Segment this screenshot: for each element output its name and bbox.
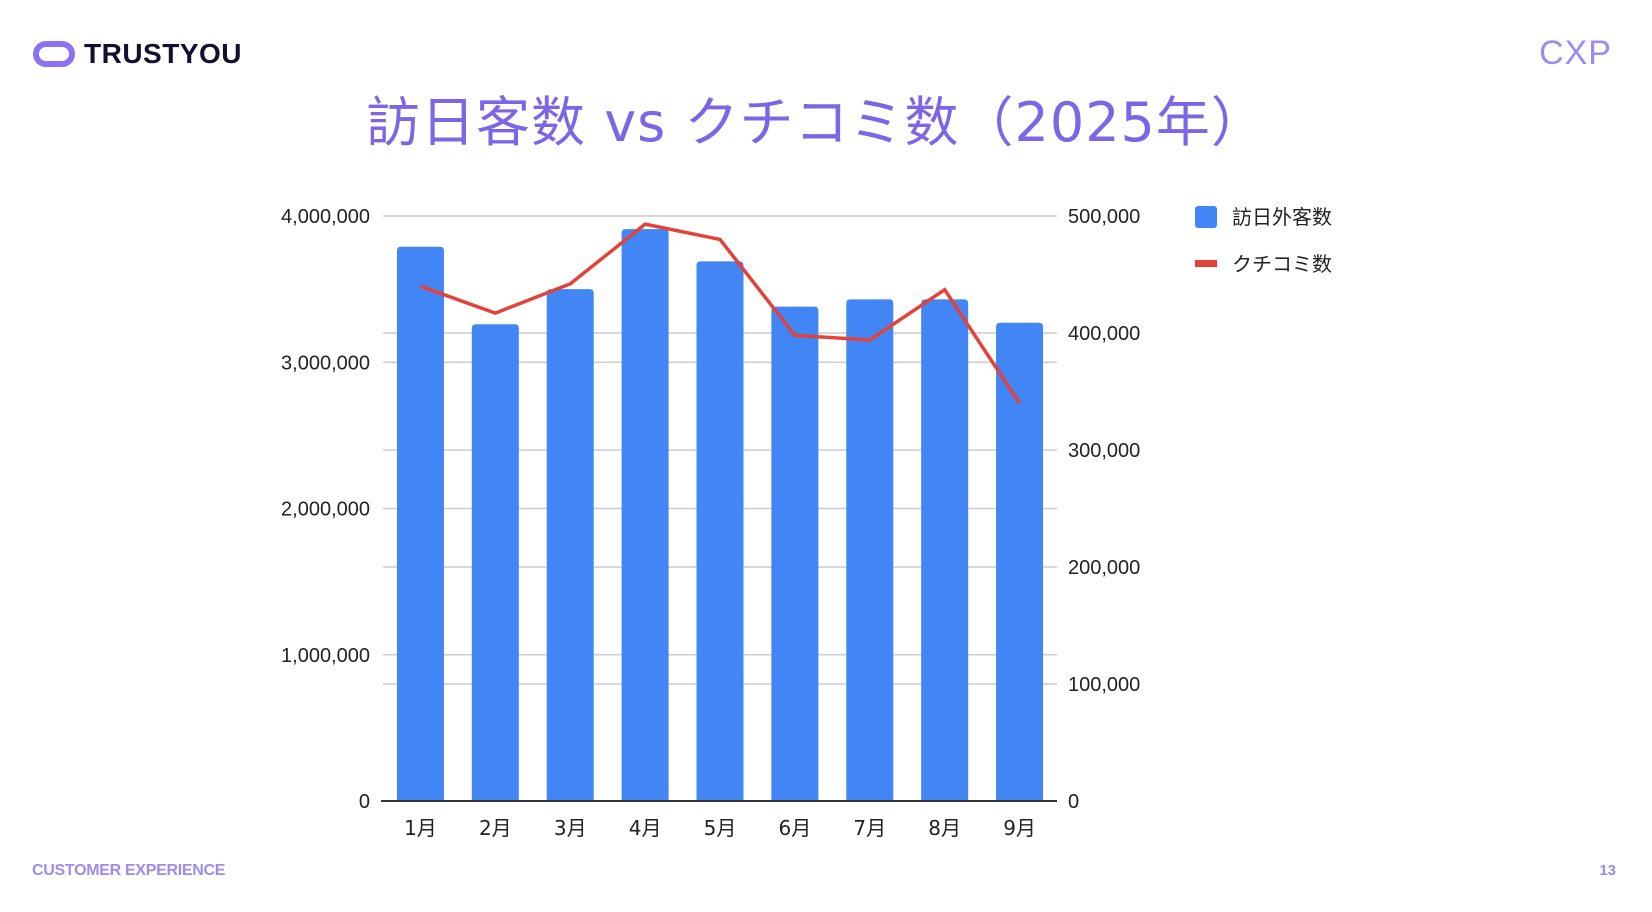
x-tick-label: 4月 [629, 816, 662, 840]
y-left-tick-label: 1,000,000 [281, 645, 370, 667]
bar [771, 306, 819, 801]
y-right-tick-label: 200,000 [1068, 557, 1140, 579]
trustyou-link-icon [33, 41, 75, 67]
x-tick-label: 1月 [404, 816, 437, 840]
x-tick-label: 7月 [853, 816, 886, 840]
y-left-tick-label: 0 [359, 791, 370, 813]
cxp-badge: CXP [1539, 34, 1612, 72]
bar [996, 322, 1044, 801]
x-tick-label: 6月 [779, 816, 812, 840]
y-left-tick-label: 2,000,000 [281, 499, 370, 521]
page-number: 13 [1599, 862, 1616, 879]
trustyou-logo: TRUSTYOU [32, 38, 242, 70]
slide-title-text: 訪日客数 vs クチコミ数（2025年） [366, 91, 1266, 154]
legend-line-label: クチコミ数 [1232, 252, 1332, 276]
y-right-tick-label: 0 [1068, 791, 1079, 813]
line-series [419, 222, 1022, 405]
slide-title: 訪日客数 vs クチコミ数（2025年） [0, 78, 1652, 157]
bar [921, 299, 969, 801]
y-right-tick-label: 100,000 [1068, 674, 1140, 696]
x-tick-label: 9月 [1003, 816, 1036, 840]
bar [471, 324, 519, 801]
y-left-tick-label: 4,000,000 [281, 206, 370, 228]
bar [396, 246, 444, 801]
logo-text: TRUSTYOU [84, 38, 242, 69]
bar [696, 261, 744, 801]
bar [546, 289, 594, 801]
y-left-tick-label: 3,000,000 [281, 352, 370, 374]
footer-label: CUSTOMER EXPERIENCE [32, 862, 226, 879]
legend-bar-label: 訪日外客数 [1232, 205, 1332, 229]
bar [846, 299, 894, 801]
bar [621, 229, 669, 802]
x-tick-label: 5月 [704, 816, 737, 840]
y-right-tick-label: 500,000 [1068, 206, 1140, 228]
legend-line-swatch [1195, 260, 1217, 267]
x-tick-label: 8月 [928, 816, 961, 840]
y-right-tick-label: 300,000 [1068, 440, 1140, 462]
x-tick-label: 3月 [554, 816, 587, 840]
y-right-tick-label: 400,000 [1068, 323, 1140, 345]
legend-bar-swatch [1195, 206, 1217, 228]
x-tick-label: 2月 [479, 816, 512, 840]
